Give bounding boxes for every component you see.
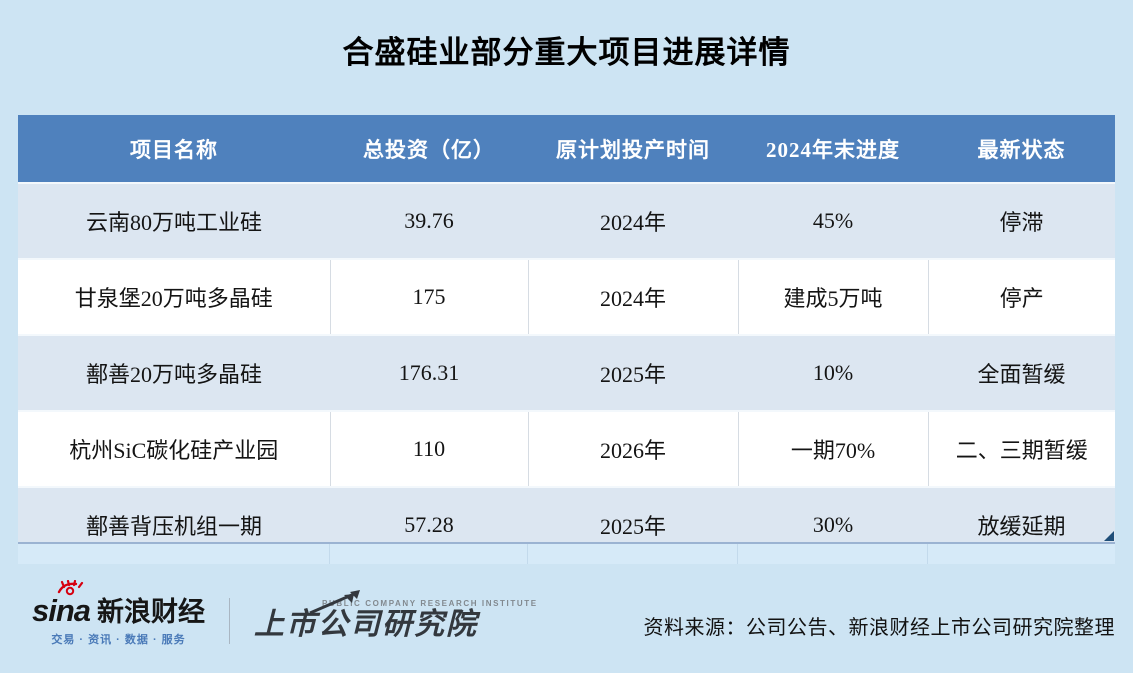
sina-brand-name: 新浪财经 [97,597,206,627]
table-cell: 云南80万吨工业硅 [18,182,330,259]
table-cell: 停滞 [928,182,1115,259]
table-cell: 2024年 [527,258,738,335]
table-cell: 杭州SiC碳化硅产业园 [18,410,330,487]
cropped-next-row [18,542,1115,564]
table-cell: 2024年 [528,182,738,259]
footer: sina 新浪财经 交易 · 资讯 · 数据 · 服务 PUBLIC COMPA… [32,579,1115,652]
research-institute-logo: PUBLIC COMPANY RESEARCH INSTITUTE 上市公司研究… [254,590,538,643]
table-row: 甘泉堡20万吨多晶硅 175 2024年 建成5万吨 停产 [18,258,1115,335]
table-cell: 2025年 [528,334,738,411]
col-progress-end-2024: 2024年末进度 [738,115,928,183]
projects-table: 项目名称 总投资（亿） 原计划投产时间 2024年末进度 最新状态 云南80万吨… [18,115,1115,562]
table-cell: 停产 [927,258,1115,335]
table-row: 杭州SiC碳化硅产业园 110 2026年 一期70% 二、三期暂缓 [18,410,1115,487]
col-planned-production-time: 原计划投产时间 [528,115,738,183]
table-row: 云南80万吨工业硅 39.76 2024年 45% 停滞 [18,182,1115,259]
col-total-investment: 总投资（亿） [330,115,528,183]
table-cell: 建成5万吨 [737,258,928,335]
table-cell: 110 [329,410,528,487]
arrow-up-icon [306,589,366,620]
table-cell: 39.76 [330,182,528,259]
table-corner-marker [1104,531,1114,541]
table-cell: 二、三期暂缓 [927,410,1115,487]
table-header-row: 项目名称 总投资（亿） 原计划投产时间 2024年末进度 最新状态 [18,115,1115,183]
table-cell: 10% [738,334,928,411]
sina-finance-logo: sina 新浪财经 交易 · 资讯 · 数据 · 服务 [32,579,206,647]
table-row: 鄯善20万吨多晶硅 176.31 2025年 10% 全面暂缓 [18,334,1115,411]
institute-subtitle: PUBLIC COMPANY RESEARCH INSTITUTE [322,599,538,609]
table-cell: 全面暂缓 [928,334,1115,411]
col-project-name: 项目名称 [18,115,330,183]
data-source-note: 资料来源：公司公告、新浪财经上市公司研究院整理 [643,616,1115,639]
col-latest-status: 最新状态 [928,115,1115,183]
institute-name: 上市公司研究院 [254,608,479,642]
sina-wordmark: sina [32,593,91,628]
sina-tagline: 交易 · 资讯 · 数据 · 服务 [51,634,186,646]
table-cell: 176.31 [330,334,528,411]
table-cell: 175 [329,258,528,335]
table-cell: 一期70% [737,410,928,487]
table-cell: 45% [738,182,928,259]
table-cell: 2026年 [527,410,738,487]
table-cell: 甘泉堡20万吨多晶硅 [18,258,330,335]
page-title: 合盛硅业部分重大项目进展详情 [342,35,791,70]
sina-eye-icon [56,579,86,603]
table-cell: 鄯善20万吨多晶硅 [18,334,330,411]
footer-divider [229,598,231,644]
